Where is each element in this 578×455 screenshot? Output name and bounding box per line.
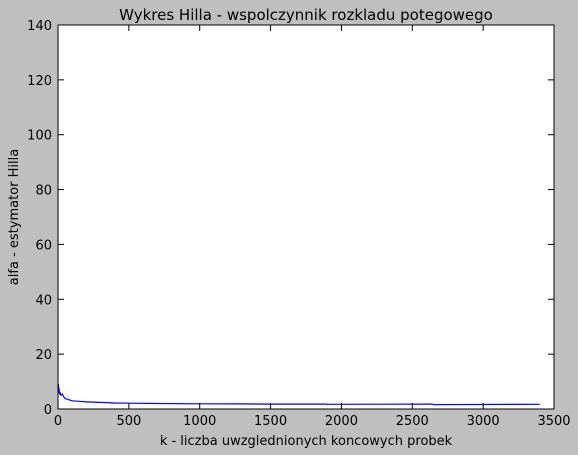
x-tick-label: 3000 bbox=[467, 414, 500, 429]
plot-area bbox=[58, 25, 554, 409]
y-tick-label: 40 bbox=[35, 293, 52, 308]
chart-title: Wykres Hilla - wspolczynnik rozkladu pot… bbox=[119, 6, 493, 24]
y-tick-label: 120 bbox=[27, 74, 52, 89]
x-tick-label: 3500 bbox=[537, 414, 570, 429]
y-axis-label: alfa - estymator Hilla bbox=[7, 149, 22, 285]
tick-layer: 0 500 1000 1500 2000 2500 3000 3500 0 20 40 60 80 100… bbox=[27, 19, 570, 429]
x-tick-label: 1500 bbox=[254, 414, 287, 429]
x-tick-label: 1000 bbox=[183, 414, 216, 429]
y-tick-label: 20 bbox=[35, 348, 52, 363]
series-line bbox=[57, 383, 540, 406]
x-tick-label: 0 bbox=[54, 414, 62, 429]
y-tick-label: 140 bbox=[27, 19, 52, 34]
x-tick-label: 2500 bbox=[396, 414, 429, 429]
y-tick-label: 0 bbox=[44, 403, 52, 418]
plot-frame bbox=[57, 24, 555, 410]
y-tick-label: 80 bbox=[35, 184, 52, 199]
x-tick-label: 2000 bbox=[325, 414, 358, 429]
y-tick-label: 100 bbox=[27, 129, 52, 144]
x-tick-label: 500 bbox=[116, 414, 141, 429]
x-axis-label: k - liczba uwzglednionych koncowych prob… bbox=[160, 434, 453, 449]
series-layer bbox=[57, 383, 540, 406]
y-tick-label: 60 bbox=[35, 238, 52, 253]
